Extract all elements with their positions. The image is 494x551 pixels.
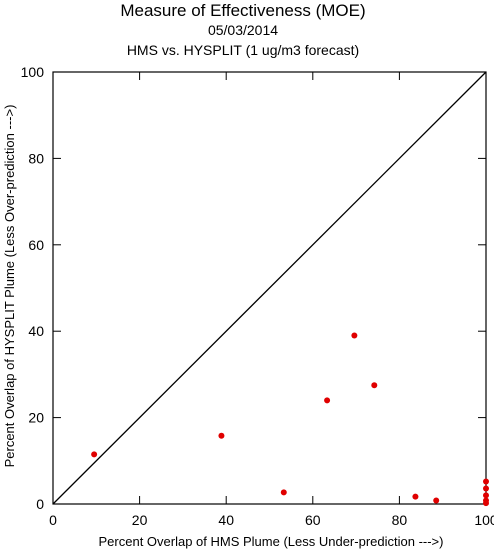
data-point [483, 485, 489, 492]
x-tick-label: 80 [392, 512, 408, 528]
plot-area: 00 20 20 40 40 60 60 80 80 100 100 [21, 64, 494, 528]
y-tick-label: 20 [28, 410, 44, 426]
chart-subtitle: HMS vs. HYSPLIT (1 ug/m3 forecast) [127, 42, 359, 58]
data-point [412, 493, 419, 500]
data-point [483, 478, 489, 485]
y-tick-label: 60 [28, 237, 44, 253]
data-point [91, 451, 98, 458]
chart-date: 05/03/2014 [208, 22, 278, 38]
x-tick-label: 20 [132, 512, 148, 528]
data-point [324, 397, 331, 404]
data-point [483, 492, 489, 499]
y-tick-label: 80 [28, 150, 44, 166]
data-point [280, 489, 287, 496]
reference-diagonal-line [52, 71, 487, 505]
y-tick-label: 100 [21, 64, 45, 80]
data-point [351, 332, 358, 339]
data-point [218, 432, 225, 439]
x-tick-label: 40 [218, 512, 234, 528]
y-tick-label: 40 [28, 323, 44, 339]
data-point [371, 382, 378, 389]
x-tick-label: 100 [474, 512, 494, 528]
y-tick-label: 0 [36, 496, 44, 512]
x-tick-label: 60 [305, 512, 321, 528]
chart-title: Measure of Effectiveness (MOE) [120, 1, 365, 20]
x-tick-label: 0 [49, 512, 57, 528]
x-axis-label: Percent Overlap of HMS Plume (Less Under… [99, 534, 444, 549]
data-point [433, 497, 440, 504]
data-point [483, 500, 489, 507]
y-axis-label: Percent Overlap of HYSPLIT Plume (Less O… [2, 105, 17, 468]
plot-frame [52, 71, 487, 505]
